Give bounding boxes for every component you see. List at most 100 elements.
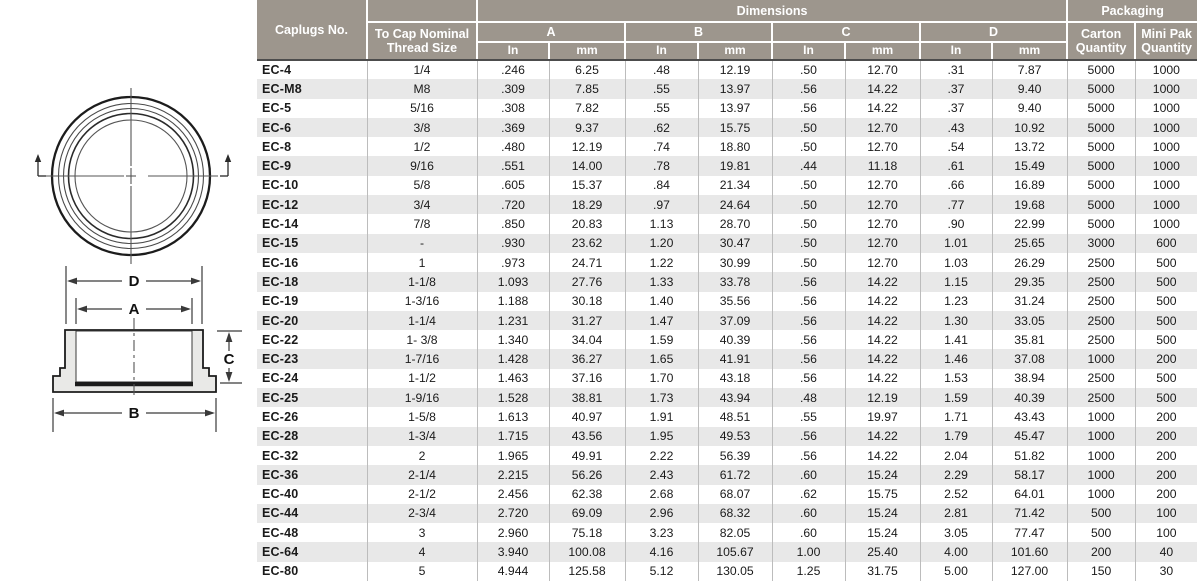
cell-c-in: .44 bbox=[772, 156, 846, 176]
cell-a-mm: 37.16 bbox=[549, 368, 626, 389]
cell-d-in: 1.53 bbox=[920, 368, 993, 389]
cell-thread-size: 1-9/16 bbox=[367, 388, 478, 408]
cell-c-in: .50 bbox=[772, 60, 846, 80]
table-row: EC-8 1/2.480 12.19.74 18.80.50 12.70.54 13.72… bbox=[257, 137, 1197, 157]
cell-b-mm: 41.91 bbox=[698, 349, 773, 369]
cell-part-number: EC-22 bbox=[257, 330, 368, 350]
cell-a-mm: 7.82 bbox=[549, 98, 626, 118]
cell-c-in: .56 bbox=[772, 330, 846, 350]
cell-c-mm: 14.22 bbox=[845, 98, 921, 118]
cell-minipak-qty: 1000 bbox=[1152, 63, 1180, 78]
cell-b-in: .48 bbox=[625, 60, 699, 80]
cell-c-mm: 14.22 bbox=[845, 368, 921, 389]
carton-line1: Carton bbox=[1080, 27, 1122, 41]
cell-d-in: .37 bbox=[920, 79, 993, 99]
cell-b-in: 2.43 bbox=[625, 465, 699, 485]
cell-thread-size: 5 bbox=[367, 561, 478, 582]
cell-thread-size: 9/16 bbox=[367, 156, 478, 176]
cell-b-in: 1.73 bbox=[625, 388, 699, 408]
cell-a-in: 1.188 bbox=[477, 291, 550, 311]
cell-carton-qty: 5000 bbox=[1067, 60, 1136, 80]
cell-c-in: .56 bbox=[772, 349, 846, 369]
cell-a-mm: 18.29 bbox=[549, 195, 626, 215]
cell-b-mm: 24.64 bbox=[698, 195, 773, 215]
cell-a-in: 3.940 bbox=[477, 542, 550, 562]
cell-d-mm: 38.94 bbox=[992, 368, 1068, 389]
cell-c-in: .50 bbox=[772, 214, 846, 234]
cell-c-in: .50 bbox=[772, 137, 846, 157]
cell-a-in: 2.456 bbox=[477, 484, 550, 504]
carton-line2: Quantity bbox=[1075, 41, 1127, 55]
cell-minipak-qty: 30 bbox=[1159, 564, 1174, 579]
cell-c-mm: 14.22 bbox=[845, 79, 921, 99]
cell-c-in: .56 bbox=[772, 272, 846, 292]
cell-c-in: .50 bbox=[772, 233, 846, 253]
cell-a-mm: 43.56 bbox=[549, 426, 626, 446]
cell-b-mm: 43.18 bbox=[698, 368, 773, 389]
cell-part-number: EC-44 bbox=[257, 503, 368, 524]
cell-b-in: 1.95 bbox=[625, 426, 699, 446]
cell-a-mm: 6.25 bbox=[549, 60, 626, 80]
cell-c-mm: 14.22 bbox=[845, 291, 921, 311]
cell-a-mm: 100.08 bbox=[549, 542, 626, 562]
cell-d-in: 1.03 bbox=[920, 252, 993, 273]
cell-a-mm: 7.85 bbox=[549, 79, 626, 99]
cell-d-in: 1.46 bbox=[920, 349, 993, 369]
cell-a-in: .720 bbox=[477, 195, 550, 215]
cell-a-in: .308 bbox=[477, 98, 550, 118]
cell-thread-size: 1-1/2 bbox=[367, 368, 478, 389]
cell-thread-size: 1-7/16 bbox=[367, 349, 478, 369]
cell-c-in: .50 bbox=[772, 117, 846, 138]
cell-minipak-qty: 200 bbox=[1156, 448, 1177, 463]
cell-d-in: .66 bbox=[920, 175, 993, 196]
cell-a-mm: 12.19 bbox=[549, 137, 626, 157]
cell-d-mm: 45.47 bbox=[992, 426, 1068, 446]
cell-minipak-qty: 40 bbox=[1159, 545, 1174, 560]
cell-part-number: EC-26 bbox=[257, 407, 368, 427]
cell-c-mm: 14.22 bbox=[845, 310, 921, 331]
table-row: EC-36 2-1/4 2.215 56.26 2.43 61.72.60 15.24 2.2… bbox=[257, 465, 1198, 485]
cell-part-number: EC-14 bbox=[257, 214, 368, 234]
table-row: EC-M8 M8.309 7.85.55 13.97.56 14.22.37 9.40 50… bbox=[257, 79, 1198, 99]
cell-b-mm: 21.34 bbox=[698, 175, 773, 196]
cell-b-mm: 13.97 bbox=[698, 98, 773, 118]
table-row: EC-5 5/16.308 7.82.55 13.97.56 14.22.37 9.40 5… bbox=[257, 98, 1197, 118]
spec-table: Caplugs No. Dimensions Packaging To Cap … bbox=[257, 0, 1198, 582]
cell-d-in: 1.23 bbox=[920, 291, 993, 311]
cell-b-in: 5.12 bbox=[625, 561, 699, 582]
cell-c-mm: 12.70 bbox=[845, 175, 921, 196]
cell-c-mm: 14.22 bbox=[845, 330, 921, 350]
cell-part-number: EC-28 bbox=[257, 426, 368, 446]
cell-b-in: 1.40 bbox=[625, 291, 699, 311]
cell-a-in: 1.093 bbox=[477, 272, 550, 292]
table-row: EC-18 1-1/8 1.093 27.76 1.33 33.78.56 14.22 1.1… bbox=[257, 272, 1198, 292]
cell-c-in: .60 bbox=[772, 523, 846, 543]
header-thread-size: To Cap Nominal Thread Size bbox=[366, 21, 478, 61]
cell-a-in: .850 bbox=[477, 214, 550, 234]
header-dim-c: C bbox=[771, 21, 921, 43]
dim-d bbox=[65, 266, 203, 324]
cell-part-number: EC-8 bbox=[257, 137, 368, 157]
table-row: EC-64 4 3.940 100.08 4.16 105.67 1.00 25.40 4.00… bbox=[257, 542, 1198, 562]
header-dim-b: B bbox=[624, 21, 773, 43]
cell-b-mm: 48.51 bbox=[698, 407, 773, 427]
header-c-in: In bbox=[771, 41, 846, 61]
cell-c-in: .56 bbox=[772, 98, 846, 118]
cell-part-number: EC-25 bbox=[257, 388, 368, 408]
table-row: EC-32 2 1.965 49.91 2.22 56.39.56 14.22 2.04 51.… bbox=[257, 445, 1197, 466]
cell-carton-qty: 5000 bbox=[1067, 117, 1136, 138]
cell-a-in: 1.463 bbox=[477, 368, 550, 389]
cell-d-in: 1.71 bbox=[920, 407, 993, 427]
minipak-line2: Quantity bbox=[1141, 41, 1192, 55]
cell-carton-qty: 5000 bbox=[1067, 214, 1136, 234]
dim-a bbox=[75, 298, 193, 324]
cell-d-in: .77 bbox=[920, 195, 993, 215]
cell-a-mm: 75.18 bbox=[549, 523, 626, 543]
cell-carton-qty: 500 bbox=[1067, 523, 1136, 543]
cell-part-number: EC-12 bbox=[257, 195, 368, 215]
cell-b-in: .74 bbox=[625, 137, 699, 157]
cell-d-in: 1.59 bbox=[920, 388, 993, 408]
cell-c-mm: 12.19 bbox=[845, 388, 921, 408]
thread-size-line1: To Cap Nominal bbox=[374, 27, 470, 41]
cell-d-mm: 77.47 bbox=[992, 523, 1068, 543]
